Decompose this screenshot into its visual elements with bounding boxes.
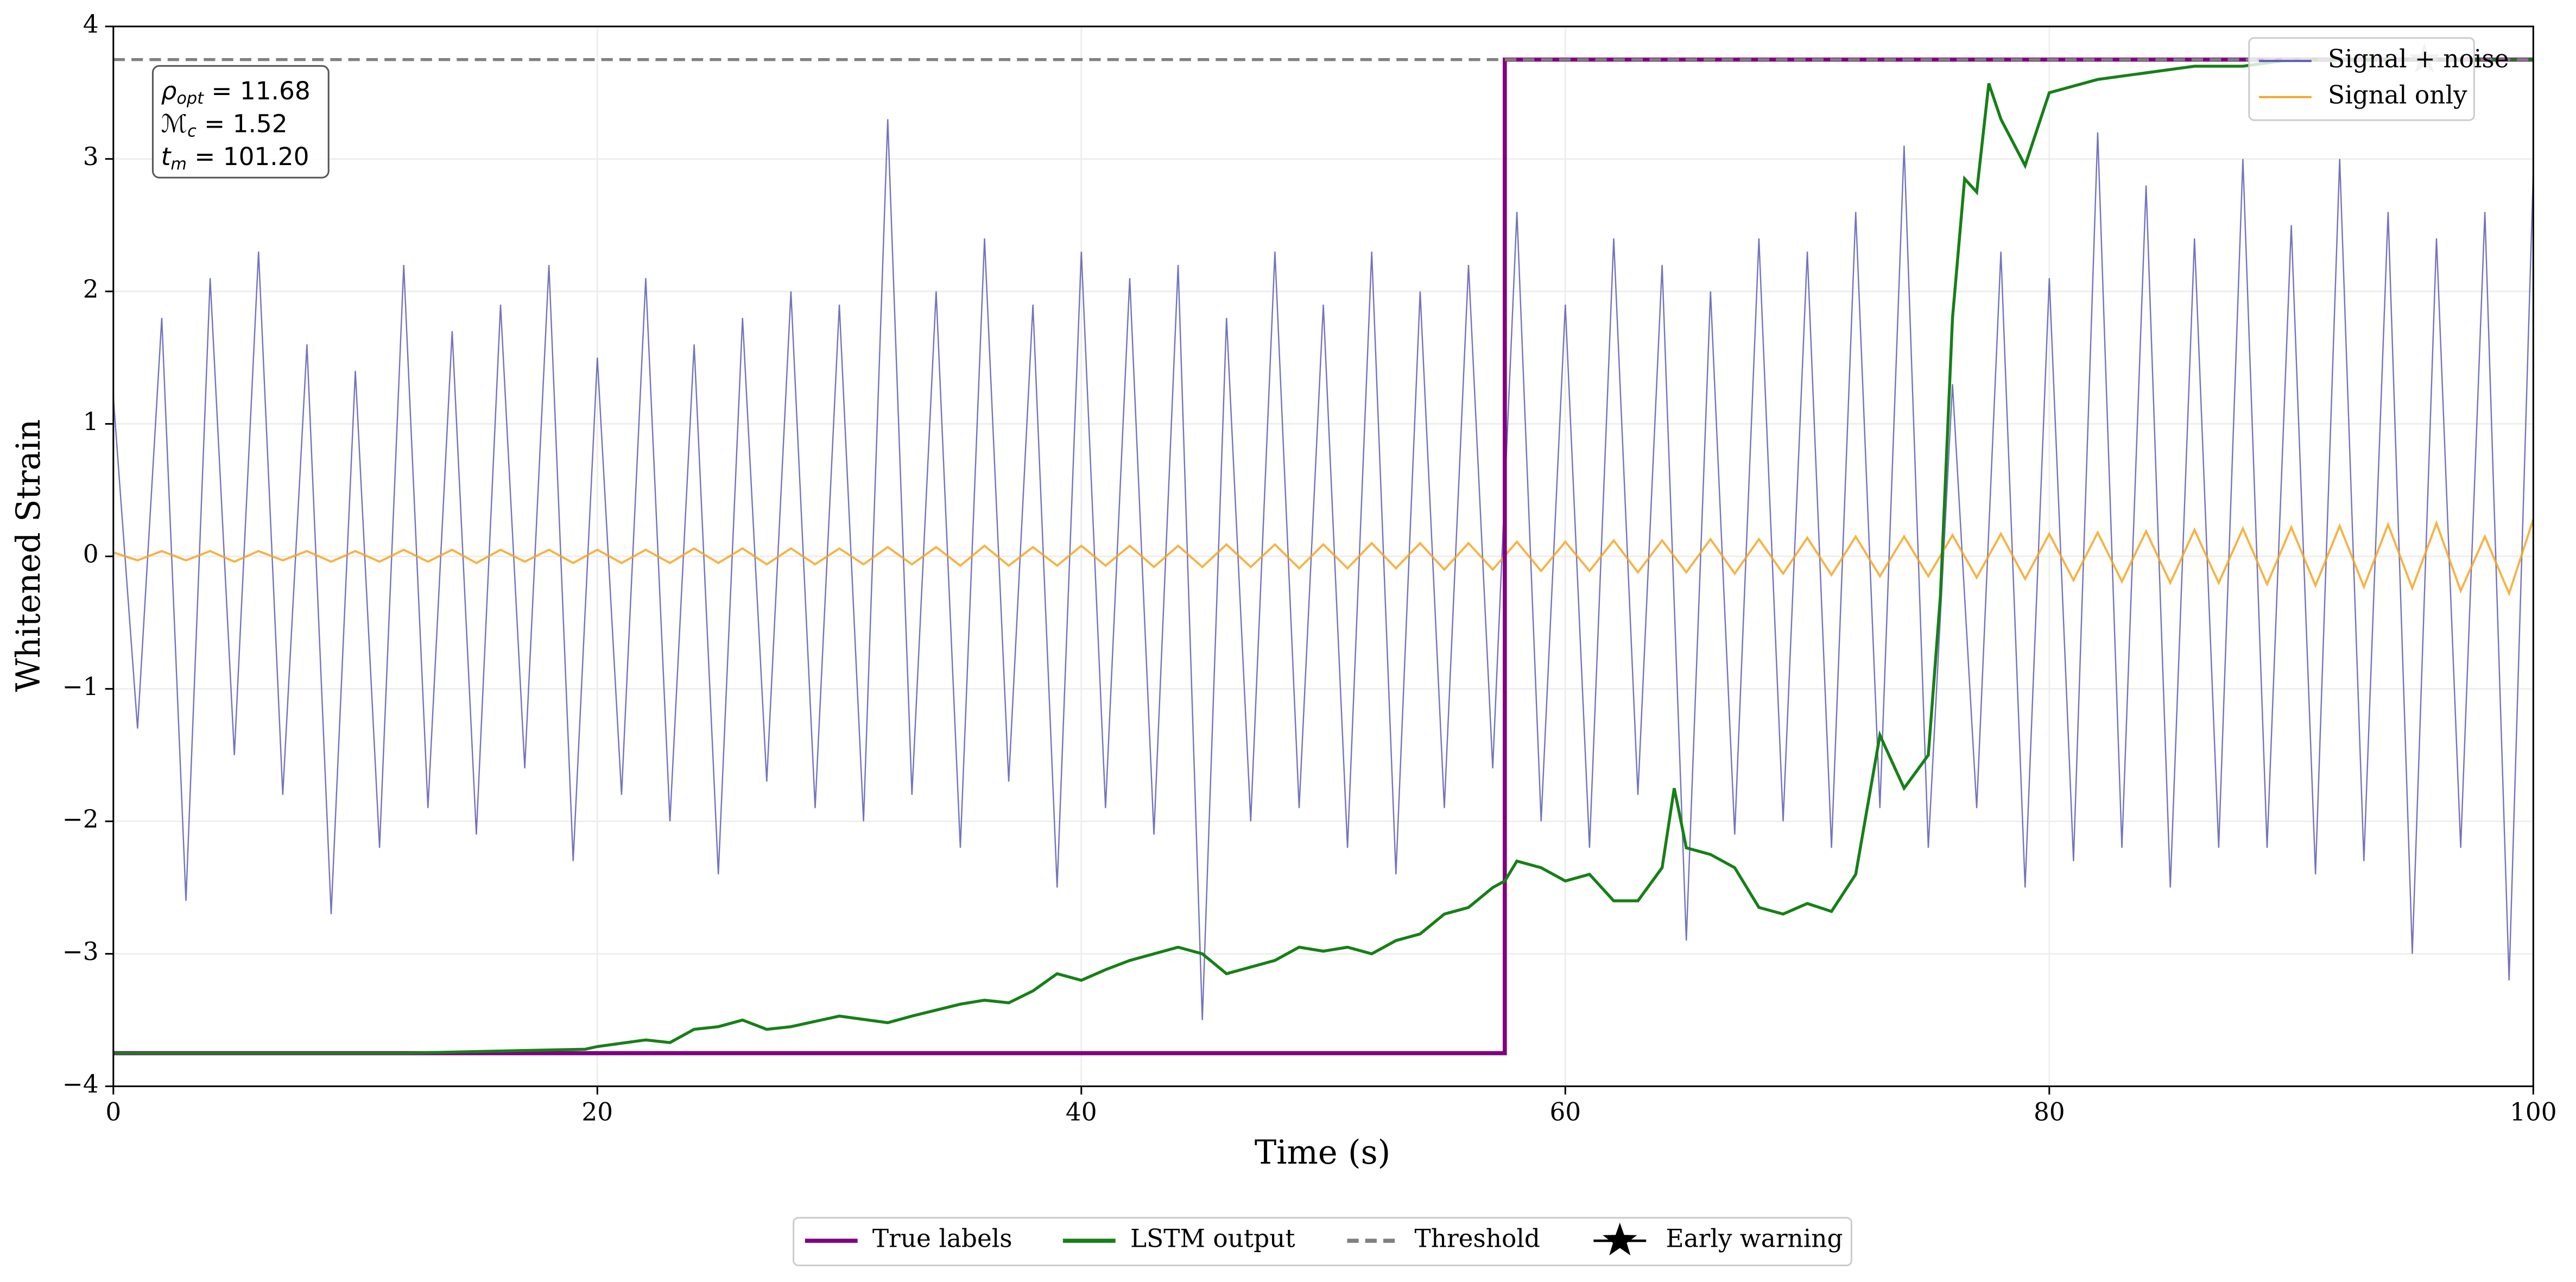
- x-tick-label: 0: [105, 1098, 121, 1127]
- y-tick-label: 3: [83, 142, 99, 171]
- plot-frame: [112, 26, 2534, 1088]
- x-tick-label: 40: [1066, 1098, 1097, 1127]
- legend-label: Early warning: [1666, 1224, 1843, 1253]
- series-line: [113, 58, 2534, 1055]
- y-tick-label: −2: [62, 805, 99, 833]
- x-tick-label: 80: [2034, 1098, 2065, 1127]
- annotation-sub: m: [170, 154, 186, 173]
- legend-box: [2248, 37, 2475, 121]
- annotation-box: [151, 65, 330, 179]
- annotation-text: = 1.52: [197, 109, 288, 138]
- y-axis-label: Whitened Strain: [10, 419, 48, 692]
- series-line: [112, 119, 2534, 1020]
- legend-label: LSTM output: [1130, 1224, 1295, 1253]
- y-tick-label: 0: [83, 540, 99, 569]
- legend-label: True labels: [872, 1224, 1012, 1253]
- y-tick-label: 1: [83, 407, 99, 436]
- annotation: tm = 101.20: [161, 142, 309, 173]
- series-line: [113, 519, 2535, 597]
- legend-label: Threshold: [1415, 1224, 1540, 1253]
- annotation-symbol: t: [161, 142, 172, 170]
- annotation-sub: opt: [176, 89, 204, 108]
- y-tick-label: −1: [62, 672, 99, 701]
- annotation-text: = 11.68: [204, 76, 311, 105]
- legend-swatch: [1603, 1222, 1637, 1255]
- y-tick-label: 4: [83, 10, 99, 39]
- annotation-symbol: ℳ: [161, 109, 188, 138]
- x-tick-label: 20: [581, 1098, 613, 1127]
- annotation-sub: c: [187, 122, 197, 141]
- annotation: ℳc = 1.52: [161, 109, 288, 141]
- legend-box: [793, 1217, 1852, 1266]
- annotation-symbol: ρ: [161, 76, 177, 105]
- legend-label: Signal only: [2328, 80, 2467, 109]
- annotation-text: = 101.20: [187, 142, 309, 170]
- y-tick-label: −4: [62, 1070, 99, 1098]
- x-axis-label: Time (s): [1255, 1134, 1390, 1172]
- y-tick-label: −3: [62, 937, 99, 966]
- legend-label: Signal + noise: [2328, 45, 2509, 73]
- x-tick-label: 60: [1549, 1098, 1581, 1127]
- x-tick-label: 100: [2510, 1098, 2557, 1127]
- annotation: ρopt = 11.68: [161, 76, 311, 108]
- y-tick-label: 2: [83, 275, 99, 304]
